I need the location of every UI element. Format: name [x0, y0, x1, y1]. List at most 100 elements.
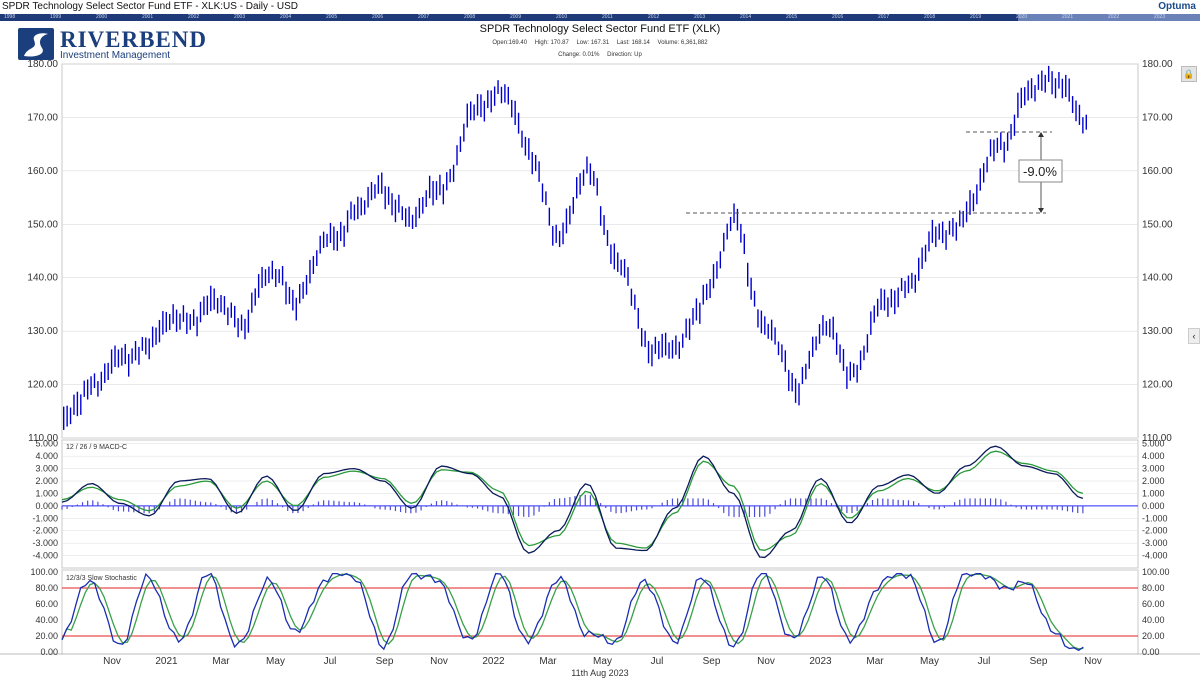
macd-tick-right: -3.000 — [1142, 538, 1168, 548]
lock-icon[interactable]: 🔒 — [1181, 66, 1197, 82]
timeline-year[interactable]: 2017 — [878, 14, 890, 20]
timeline-year[interactable]: 1999 — [50, 14, 62, 20]
stoch-tick-left: 100.00 — [30, 567, 58, 577]
chart-header: SPDR Technology Select Sector Fund ETF (… — [300, 22, 900, 60]
price-tick-left: 150.00 — [27, 219, 58, 230]
stoch-tick-right: 60.00 — [1142, 599, 1165, 609]
macd-signal-line — [61, 450, 1084, 551]
timeline-year[interactable]: 2000 — [96, 14, 108, 20]
price-tick-left: 170.00 — [27, 112, 58, 123]
price-tick-right: 130.00 — [1142, 326, 1173, 337]
stoch-tick-left: 40.00 — [35, 615, 58, 625]
macd-tick-right: 0.000 — [1142, 501, 1165, 511]
stoch-tick-right: 0.00 — [1142, 647, 1160, 657]
x-tick-label: Nov — [1084, 656, 1102, 667]
x-tick-label: Mar — [212, 656, 230, 667]
macd-tick-left: 1.000 — [35, 488, 58, 498]
timeline-year[interactable]: 2007 — [418, 14, 430, 20]
drawdown-label-box — [1018, 159, 1063, 183]
macd-tick-left: 2.000 — [35, 476, 58, 486]
stoch-tick-left: 0.00 — [40, 647, 58, 657]
stoch-tick-right: 20.00 — [1142, 631, 1165, 641]
x-tick-label: 2021 — [155, 656, 178, 667]
stoch-tick-right: 40.00 — [1142, 615, 1165, 625]
x-tick-label: May — [920, 656, 939, 667]
logo-name: RIVERBEND — [60, 27, 208, 52]
timeline-year[interactable]: 2013 — [694, 14, 706, 20]
timeline-year[interactable]: 2003 — [234, 14, 246, 20]
macd-tick-right: -4.000 — [1142, 551, 1168, 561]
stoch-tick-right: 100.00 — [1142, 567, 1170, 577]
stoch-tick-left: 20.00 — [35, 631, 58, 641]
x-tick-label: Nov — [103, 656, 121, 667]
stat-volume: Volume: 6,361,882 — [657, 40, 708, 46]
macd-tick-left: -4.000 — [32, 551, 58, 561]
timeline-selection[interactable] — [1018, 14, 1200, 21]
stoch-d-line — [61, 573, 1084, 650]
x-tick-label: Nov — [757, 656, 775, 667]
timeline-year[interactable]: 2006 — [372, 14, 384, 20]
x-tick-label: May — [266, 656, 285, 667]
x-tick-label: Jul — [978, 656, 991, 667]
stat-direction: Direction: Up — [607, 52, 642, 58]
price-tick-left: 180.00 — [27, 59, 58, 70]
timeline-year[interactable]: 2005 — [326, 14, 338, 20]
x-tick-label: Jul — [651, 656, 664, 667]
x-tick-label: Jul — [324, 656, 337, 667]
panel-frame — [61, 569, 1139, 655]
timeline-year[interactable]: 2004 — [280, 14, 292, 20]
timeline-year[interactable]: 2023 — [1154, 14, 1166, 20]
macd-tick-left: -1.000 — [32, 513, 58, 523]
timeline-year[interactable]: 2009 — [510, 14, 522, 20]
chart-title: SPDR Technology Select Sector Fund ETF (… — [479, 23, 721, 35]
stoch-k-line — [61, 572, 1084, 652]
optuma-brand: Optuma — [1158, 1, 1196, 12]
price-tick-left: 130.00 — [27, 326, 58, 337]
x-tick-label: 2022 — [482, 656, 505, 667]
drawdown-label: -9.0% — [1023, 164, 1057, 179]
stat-open: Open:169.40 — [492, 40, 528, 46]
ohlc-stats: Open:169.40 High: 170.87 Low: 167.31 Las… — [300, 38, 900, 48]
timeline-year[interactable]: 2002 — [188, 14, 200, 20]
stoch-tick-left: 60.00 — [35, 599, 58, 609]
timeline-year[interactable]: 2018 — [924, 14, 936, 20]
chevron-left-icon[interactable]: ‹ — [1188, 328, 1200, 344]
timeline-year[interactable]: 2010 — [556, 14, 568, 20]
timeline-year[interactable]: 2001 — [142, 14, 154, 20]
macd-tick-right: 1.000 — [1142, 488, 1165, 498]
macd-tick-left: 3.000 — [35, 464, 58, 474]
x-tick-label: Sep — [1030, 656, 1048, 667]
timeline-year[interactable]: 2015 — [786, 14, 798, 20]
macd-tick-left: 4.000 — [35, 451, 58, 461]
timeline-year[interactable]: 2020 — [1016, 14, 1028, 20]
stoch-tick-left: 80.00 — [35, 583, 58, 593]
timeline-year[interactable]: 2016 — [832, 14, 844, 20]
timeline-year[interactable]: 2012 — [648, 14, 660, 20]
x-tick-label: 2023 — [809, 656, 832, 667]
x-tick-label: Sep — [376, 656, 394, 667]
timeline-year[interactable]: 2019 — [970, 14, 982, 20]
macd-tick-left: -2.000 — [32, 526, 58, 536]
timeline-year[interactable]: 2022 — [1108, 14, 1120, 20]
year-navigator[interactable]: 1998 1999 2000 2001 2002 2003 2004 2005 2006 2007… — [0, 14, 1200, 21]
stat-high: High: 170.87 — [534, 40, 569, 46]
price-tick-right: 170.00 — [1142, 112, 1173, 123]
price-tick-left: 140.00 — [27, 273, 58, 284]
macd-tick-left: 5.000 — [35, 439, 58, 449]
price-tick-left: 110.00 — [28, 433, 58, 444]
stoch-title: 12/3/3 Slow Stochastic — [66, 575, 137, 582]
timeline-year[interactable]: 2014 — [740, 14, 752, 20]
macd-tick-right: 5.000 — [1142, 439, 1165, 449]
timeline-year[interactable]: 2021 — [1062, 14, 1074, 20]
macd-title: 12 / 26 / 9 MACD-C — [66, 444, 127, 451]
timeline-year[interactable]: 1998 — [4, 14, 16, 20]
price-tick-right: 180.00 — [1142, 59, 1173, 70]
change-stats: Change: 0.01% Direction: Up — [300, 50, 900, 60]
price-tick-right: 120.00 — [1142, 380, 1173, 391]
timeline-year[interactable]: 2008 — [464, 14, 476, 20]
riverbend-logo: RIVERBEND Investment Management — [18, 27, 206, 62]
x-tick-label: May — [593, 656, 612, 667]
price-tick-right: 150.00 — [1142, 219, 1173, 230]
timeline-year[interactable]: 2011 — [602, 14, 613, 20]
